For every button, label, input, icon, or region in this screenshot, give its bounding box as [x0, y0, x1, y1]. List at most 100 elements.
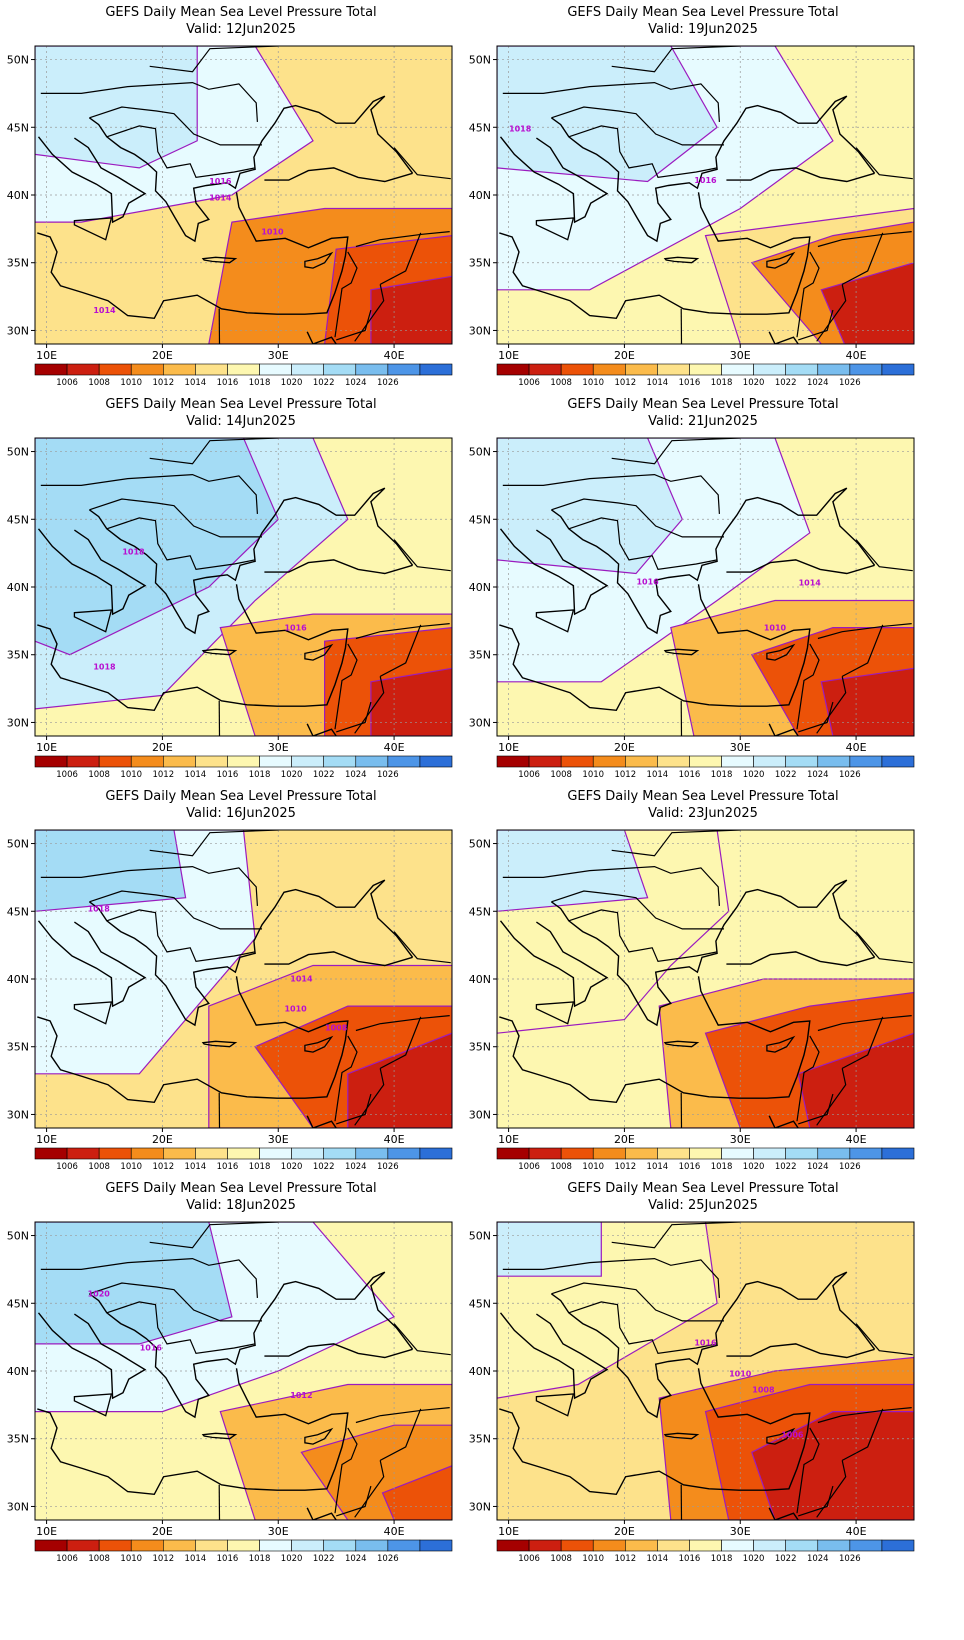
coastline [550, 1271, 876, 1419]
colorbar-swatch [657, 755, 690, 768]
coastline [499, 192, 811, 320]
contour-label: 1010 [764, 623, 787, 632]
country-border [40, 1257, 258, 1298]
colorbar-label: 1022 [313, 770, 335, 780]
colorbar-swatch [753, 1539, 786, 1552]
country-border [798, 1093, 834, 1125]
colorbar-swatch [130, 755, 164, 768]
colorbar-swatch [785, 1147, 819, 1160]
lat-label: 50N [469, 838, 491, 851]
panel-valid-date: Valid: 14Jun2025 [186, 414, 296, 429]
coastline [37, 528, 147, 616]
pressure-field: 1016 1014 1010 [497, 438, 914, 736]
colorbar-swatch [227, 1147, 260, 1160]
colorbar-swatch [387, 755, 421, 768]
forecast-panel: 1020 1016 1012 50N 45N 40N 35N 30N 10E 20E 30E 40E 1… [0, 1176, 482, 1586]
colorbar-swatch [130, 363, 164, 376]
island-outline [535, 609, 575, 633]
lon-label: 20E [614, 1525, 635, 1538]
colorbar-label: 1014 [185, 1554, 207, 1564]
isobar-band-low3 [370, 667, 452, 736]
lat-label: 40N [469, 973, 491, 986]
lat-label: 35N [7, 1433, 29, 1446]
colorbar-label: 1008 [88, 378, 110, 388]
country-border [379, 1408, 422, 1461]
colorbar-swatch [592, 755, 626, 768]
lat-label: 40N [469, 581, 491, 594]
country-border [855, 931, 913, 964]
forecast-panel: 1018 1016 50N 45N 40N 35N 30N 10E 20E 30E 40E 1006 1… [462, 0, 944, 410]
lat-label: 30N [7, 716, 29, 729]
colorbar-swatch [849, 1147, 883, 1160]
lat-label: 30N [469, 324, 491, 337]
colorbar-label: 1020 [281, 1162, 303, 1172]
country-border [798, 1485, 834, 1517]
pressure-map: 1018 1016 1018 50N 45N 40N 35N 30N 10E 20E 30E 40E 1… [7, 437, 453, 780]
colorbar-swatch [528, 755, 562, 768]
country-border [218, 1092, 221, 1128]
country-border [816, 1068, 847, 1126]
island-outline [201, 1432, 238, 1440]
colorbar-label: 1020 [281, 1554, 303, 1564]
colorbar-swatch [195, 1539, 228, 1552]
coastline [264, 951, 413, 967]
colorbar-label: 1016 [679, 1162, 701, 1172]
country-border [796, 1427, 820, 1514]
country-border [817, 231, 912, 248]
colorbar-swatch [163, 363, 196, 376]
contour-label: 1016 [636, 577, 659, 586]
island-outline [304, 251, 334, 269]
country-border [611, 830, 741, 857]
colorbar-label: 1012 [614, 770, 636, 780]
lon-label: 10E [498, 1133, 519, 1146]
colorbar-label: 1018 [249, 1554, 271, 1564]
isobar-band-hi [497, 438, 683, 575]
colorbar-swatch [291, 1147, 324, 1160]
island-outline [535, 1393, 575, 1417]
lon-label: 10E [498, 349, 519, 362]
coastline [499, 584, 811, 712]
isobar-band-low3 [347, 1032, 452, 1128]
colorbar-label: 1024 [345, 1162, 367, 1172]
country-border [354, 284, 385, 342]
colorbar-swatch [419, 1539, 453, 1552]
colorbar-label: 1010 [582, 378, 604, 388]
lat-label: 50N [469, 446, 491, 459]
lon-label: 40E [384, 1525, 405, 1538]
coastline [499, 1368, 811, 1496]
country-border [355, 231, 450, 248]
colorbar-swatch [785, 363, 819, 376]
colorbar-label: 1006 [518, 770, 540, 780]
colorbar-label: 1024 [807, 770, 829, 780]
colorbar-swatch [259, 1539, 292, 1552]
contour-label: 1012 [290, 1391, 312, 1400]
coastline [88, 879, 414, 1027]
island-outline [766, 251, 796, 269]
coastline [306, 1115, 337, 1128]
colorbar-swatch [323, 363, 357, 376]
colorbar-swatch [355, 1147, 389, 1160]
colorbar-label: 1022 [313, 378, 335, 388]
colorbar-label: 1016 [217, 378, 239, 388]
lat-label: 30N [7, 324, 29, 337]
lon-label: 10E [36, 741, 57, 754]
country-border [218, 1484, 221, 1520]
country-border [551, 890, 724, 930]
colorbar-label: 1006 [56, 1554, 78, 1564]
coastline [726, 951, 875, 967]
lat-label: 40N [7, 581, 29, 594]
island-outline [73, 1393, 113, 1417]
colorbar-swatch [98, 1539, 132, 1552]
colorbar-swatch [130, 1539, 164, 1552]
coastline [37, 584, 349, 712]
colorbar-swatch [259, 755, 292, 768]
coastline [264, 1343, 413, 1359]
colorbar-swatch [881, 1147, 915, 1160]
colorbar-swatch [291, 755, 324, 768]
colorbar-label: 1014 [185, 770, 207, 780]
colorbar-swatch [881, 1539, 915, 1552]
colorbar-label: 1024 [345, 378, 367, 388]
lat-label: 40N [469, 1365, 491, 1378]
colorbar-label: 1022 [313, 1554, 335, 1564]
lon-label: 10E [36, 1525, 57, 1538]
